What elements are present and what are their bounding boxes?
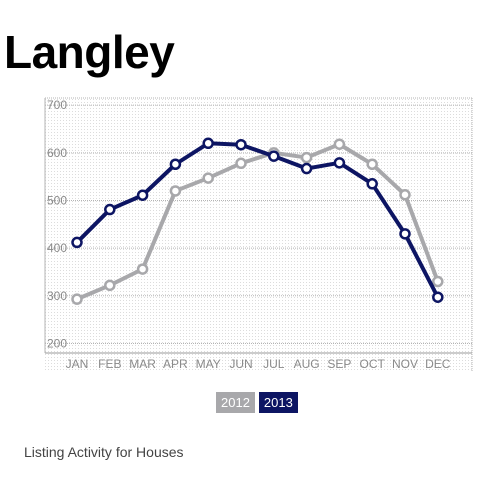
x-tick-label: JUL: [263, 357, 285, 371]
data-point: [136, 263, 149, 275]
data-point: [300, 151, 313, 164]
data-point: [300, 162, 313, 175]
x-axis: JAN FEB MAR APR MAY JUN JUL AUG SEP OCT NOV DEC: [45, 352, 472, 371]
data-point: [104, 203, 116, 216]
y-tick-label: 500: [47, 193, 67, 207]
x-tick-label: MAY: [196, 357, 221, 371]
data-point: [432, 275, 444, 288]
data-point: [169, 185, 182, 197]
data-point: [432, 291, 444, 303]
x-tick-label: DEC: [425, 357, 451, 371]
data-point: [71, 293, 83, 305]
data-point: [366, 178, 378, 190]
legend: 2012 2013: [216, 392, 298, 413]
x-tick-label: SEP: [327, 357, 351, 371]
data-point: [268, 150, 280, 162]
y-tick-label: 600: [47, 146, 67, 160]
chart-title: Langley: [4, 26, 175, 78]
data-point: [71, 236, 83, 249]
x-tick-label: MAR: [129, 357, 156, 371]
series-2013: [71, 137, 444, 303]
y-axis: 200 300 400 500 600 700: [44, 97, 473, 371]
x-tick-label: JUN: [229, 357, 252, 371]
y-tick-label: 300: [47, 289, 67, 303]
data-point: [366, 158, 378, 171]
data-point: [333, 157, 346, 169]
data-point: [169, 158, 182, 171]
x-tick-label: JAN: [66, 357, 89, 371]
series-line-2012: [75, 142, 440, 302]
x-tick-label: AUG: [294, 357, 320, 371]
data-point: [136, 189, 149, 201]
data-point: [235, 157, 247, 170]
legend-item-2013[interactable]: 2013: [258, 392, 298, 413]
y-tick-label: 400: [47, 241, 67, 255]
x-tick-label: OCT: [360, 357, 386, 371]
data-point: [202, 172, 214, 184]
data-point: [333, 138, 346, 150]
y-tick-label: 700: [47, 98, 67, 112]
x-tick-label: NOV: [392, 357, 418, 371]
data-point: [202, 137, 214, 150]
y-tick-label: 200: [47, 336, 67, 350]
data-point: [235, 138, 247, 151]
data-point: [399, 228, 411, 240]
chart-subtitle: Listing Activity for Houses: [24, 444, 184, 460]
x-tick-label: FEB: [98, 357, 121, 371]
data-point: [104, 279, 116, 292]
series-line-2013: [75, 141, 440, 300]
x-tick-label: APR: [163, 357, 188, 371]
legend-item-2012[interactable]: 2012: [216, 392, 255, 413]
series-group: [71, 137, 444, 305]
data-point: [399, 189, 411, 201]
